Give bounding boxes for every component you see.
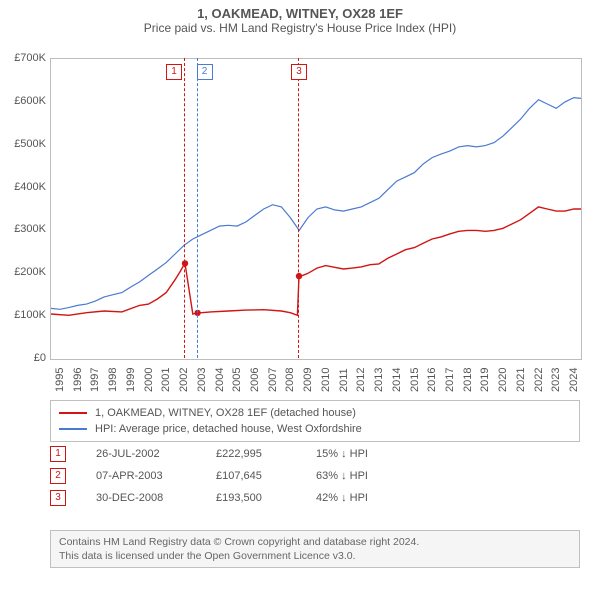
- sale-row: 2 07-APR-2003£107,64563% ↓ HPI: [50, 466, 436, 486]
- xtick-label: 1998: [107, 368, 119, 392]
- xtick-label: 2017: [444, 368, 456, 392]
- chart-title-2: Price paid vs. HM Land Registry's House …: [0, 21, 600, 39]
- xtick-label: 1996: [72, 368, 84, 392]
- xtick-label: 2012: [355, 368, 367, 392]
- xtick-label: 2003: [196, 368, 208, 392]
- xtick-label: 2020: [497, 368, 509, 392]
- sale-row: 1 26-JUL-2002£222,99515% ↓ HPI: [50, 444, 436, 464]
- sale-delta: 42% ↓ HPI: [316, 492, 436, 504]
- xtick-label: 2010: [320, 368, 332, 392]
- sale-price: £107,645: [216, 470, 316, 482]
- xtick-label: 1997: [89, 368, 101, 392]
- xtick-label: 2014: [391, 368, 403, 392]
- sale-delta: 15% ↓ HPI: [316, 448, 436, 460]
- sale-row: 3 30-DEC-2008£193,50042% ↓ HPI: [50, 488, 436, 508]
- xtick-label: 2000: [143, 368, 155, 392]
- ytick-label: £100K: [0, 309, 46, 321]
- xtick-label: 2019: [479, 368, 491, 392]
- xtick-label: 2005: [231, 368, 243, 392]
- sale-date: 26-JUL-2002: [96, 448, 216, 460]
- legend: 1, OAKMEAD, WITNEY, OX28 1EF (detached h…: [50, 400, 580, 442]
- xtick-label: 2015: [409, 368, 421, 392]
- xtick-label: 2004: [214, 368, 226, 392]
- event-marker-line: [197, 58, 198, 358]
- event-marker-line: [298, 58, 299, 358]
- sale-date: 30-DEC-2008: [96, 492, 216, 504]
- sale-price: £222,995: [216, 448, 316, 460]
- xtick-label: 2007: [267, 368, 279, 392]
- legend-item: HPI: Average price, detached house, West…: [59, 421, 571, 437]
- xtick-label: 1995: [54, 368, 66, 392]
- series-hpi: [51, 98, 581, 310]
- xtick-label: 2009: [302, 368, 314, 392]
- figure: 1, OAKMEAD, WITNEY, OX28 1EF Price paid …: [0, 0, 600, 590]
- xtick-label: 2022: [533, 368, 545, 392]
- legend-label: HPI: Average price, detached house, West…: [95, 423, 362, 435]
- event-marker-box: 1: [166, 64, 182, 80]
- series-dot: [182, 260, 188, 266]
- event-marker-line: [184, 58, 185, 358]
- xtick-label: 2018: [462, 368, 474, 392]
- sale-delta: 63% ↓ HPI: [316, 470, 436, 482]
- sales-table: 1 26-JUL-2002£222,99515% ↓ HPI 2 07-APR-200…: [50, 442, 436, 508]
- ytick-label: £200K: [0, 266, 46, 278]
- sale-marker-box: 3: [50, 490, 66, 506]
- xtick-label: 2001: [160, 368, 172, 392]
- series-price_paid: [51, 207, 581, 315]
- ytick-label: £600K: [0, 95, 46, 107]
- legend-label: 1, OAKMEAD, WITNEY, OX28 1EF (detached h…: [95, 407, 356, 419]
- footer-attribution: Contains HM Land Registry data © Crown c…: [50, 530, 580, 568]
- ytick-label: £700K: [0, 52, 46, 64]
- xtick-label: 2006: [249, 368, 261, 392]
- xtick-label: 2024: [568, 368, 580, 392]
- chart-title-1: 1, OAKMEAD, WITNEY, OX28 1EF: [0, 0, 600, 21]
- legend-swatch: [59, 428, 87, 430]
- sale-price: £193,500: [216, 492, 316, 504]
- series-dot: [194, 310, 200, 316]
- xtick-label: 2021: [515, 368, 527, 392]
- xtick-label: 2002: [178, 368, 190, 392]
- ytick-label: £300K: [0, 223, 46, 235]
- xtick-label: 2011: [338, 368, 350, 392]
- footer-line: This data is licensed under the Open Gov…: [59, 549, 571, 563]
- ytick-label: £500K: [0, 138, 46, 150]
- xtick-label: 2016: [426, 368, 438, 392]
- legend-swatch: [59, 412, 87, 414]
- xtick-label: 2023: [550, 368, 562, 392]
- sale-marker-box: 1: [50, 446, 66, 462]
- xtick-label: 2008: [284, 368, 296, 392]
- event-marker-box: 3: [291, 64, 307, 80]
- series-dot: [296, 273, 302, 279]
- sale-marker-box: 2: [50, 468, 66, 484]
- sale-date: 07-APR-2003: [96, 470, 216, 482]
- ytick-label: £400K: [0, 181, 46, 193]
- event-marker-box: 2: [197, 64, 213, 80]
- xtick-label: 1999: [125, 368, 137, 392]
- plot-area: [50, 58, 582, 360]
- xtick-label: 2013: [373, 368, 385, 392]
- legend-item: 1, OAKMEAD, WITNEY, OX28 1EF (detached h…: [59, 405, 571, 421]
- ytick-label: £0: [0, 352, 46, 364]
- footer-line: Contains HM Land Registry data © Crown c…: [59, 535, 571, 549]
